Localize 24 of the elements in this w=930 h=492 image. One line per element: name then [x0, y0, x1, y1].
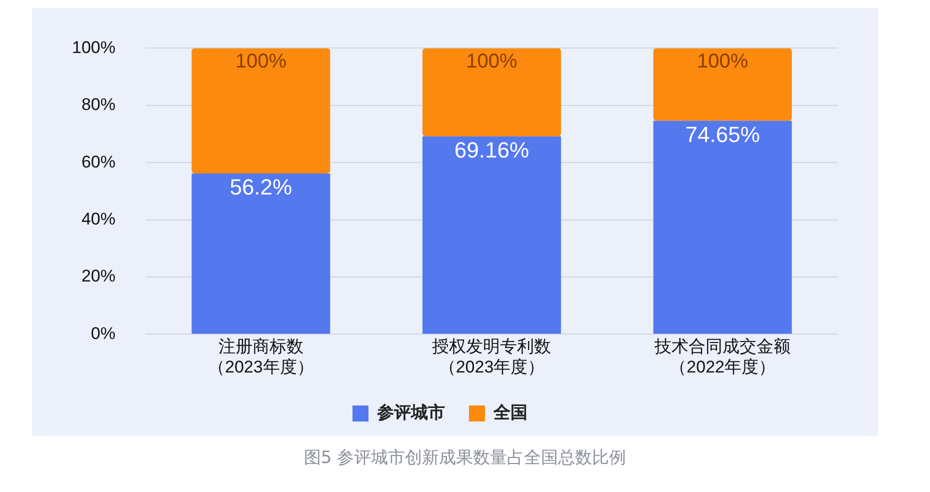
total-label: 100%: [697, 50, 748, 73]
bar: [422, 48, 561, 136]
y-tick-label: 0%: [90, 324, 116, 343]
text: 图5 参评城市创新成果数量占全国总数比例: [302, 447, 628, 469]
y-tick-label: 60%: [81, 152, 116, 172]
x-tick-label: 注册商标数（2023年度）: [208, 337, 314, 376]
bar: [192, 173, 330, 334]
data-label: 56.2%: [230, 174, 292, 200]
bar: [653, 120, 792, 334]
y-tick-label: 80%: [81, 95, 116, 114]
data-label: 74.65%: [685, 122, 760, 147]
y-tick-label: 100%: [72, 38, 116, 57]
bar: [192, 48, 330, 174]
x-tick-label: 技术合同成交金额（2022年度）: [654, 337, 791, 376]
y-tick-label: 20%: [81, 266, 116, 286]
legend-label: 参评城市: [376, 403, 445, 422]
legend-label: 全国: [492, 403, 528, 422]
bar: [422, 136, 561, 334]
bar: [653, 48, 792, 121]
x-tick-label: 授权发明专利数（2023年度）: [432, 337, 552, 376]
y-tick-label: 40%: [81, 209, 116, 228]
data-label: 69.16%: [454, 137, 530, 162]
total-label: 100%: [235, 50, 287, 73]
total-label: 100%: [466, 50, 518, 73]
